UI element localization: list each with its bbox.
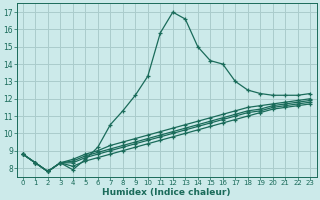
X-axis label: Humidex (Indice chaleur): Humidex (Indice chaleur) (102, 188, 231, 197)
